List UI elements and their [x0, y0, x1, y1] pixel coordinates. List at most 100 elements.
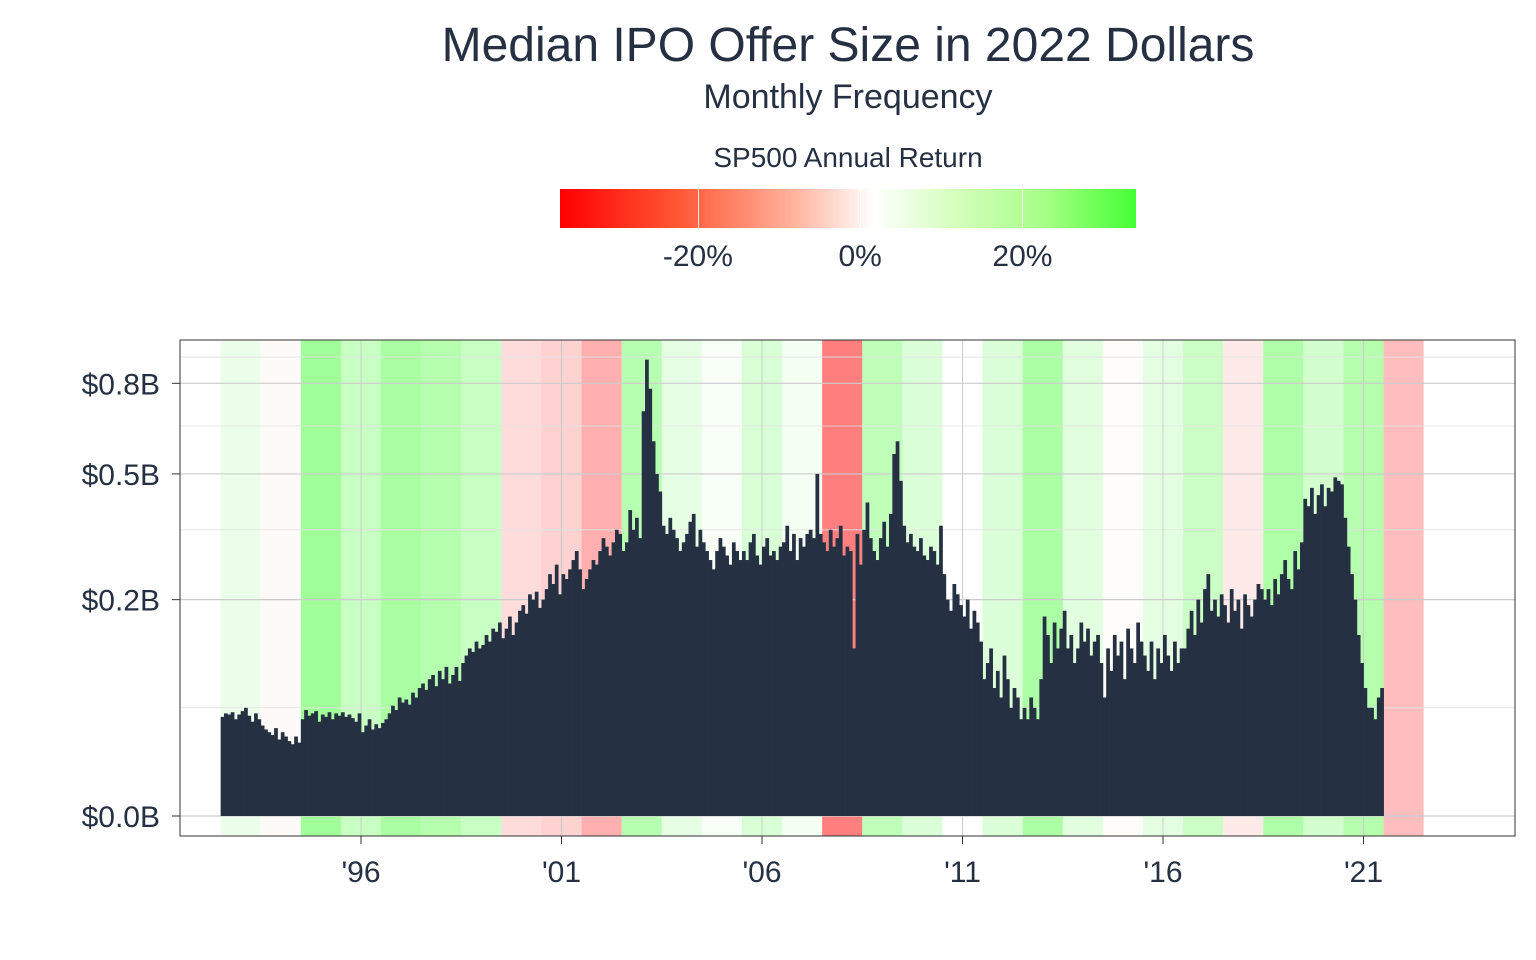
- bar: [614, 529, 619, 816]
- bar: [1042, 616, 1047, 816]
- bar: [708, 560, 713, 816]
- bar: [284, 736, 288, 816]
- bar: [447, 683, 452, 816]
- bar: [1353, 599, 1358, 816]
- bar: [330, 719, 335, 816]
- bar: [1139, 641, 1144, 816]
- bar: [431, 674, 435, 816]
- bar: [237, 714, 242, 816]
- x-tick-label: '06: [742, 856, 781, 889]
- bar: [912, 546, 917, 816]
- bar: [544, 589, 549, 816]
- bar: [1129, 648, 1134, 816]
- bar: [1370, 707, 1374, 816]
- bar: [899, 480, 903, 816]
- bar: [300, 719, 305, 816]
- bar: [942, 574, 947, 816]
- bar: [895, 441, 900, 816]
- bar: [477, 648, 482, 816]
- bar: [564, 579, 569, 816]
- bar: [594, 564, 599, 816]
- bar: [377, 728, 382, 816]
- x-tick-label: '16: [1143, 856, 1182, 889]
- bar: [1306, 506, 1311, 816]
- bar: [558, 594, 562, 816]
- bar: [865, 502, 870, 816]
- bar: [782, 542, 786, 816]
- bar: [825, 551, 830, 816]
- bar: [949, 610, 953, 816]
- bar: [290, 744, 295, 816]
- bar: [421, 683, 425, 816]
- bar: [317, 721, 322, 816]
- bar: [367, 719, 372, 816]
- bar: [828, 529, 833, 816]
- bar: [1089, 655, 1094, 816]
- bar: [274, 728, 278, 816]
- bar: [1276, 594, 1281, 816]
- bar: [1096, 634, 1100, 816]
- bar: [1082, 641, 1087, 816]
- bar: [568, 569, 572, 816]
- bar: [1136, 622, 1141, 816]
- bar: [858, 564, 863, 816]
- bar: [1316, 495, 1321, 816]
- bar: [441, 679, 445, 816]
- bar: [350, 718, 355, 816]
- bar: [234, 719, 238, 816]
- bar: [1363, 688, 1368, 816]
- bar: [745, 560, 750, 816]
- bar: [785, 525, 790, 816]
- bar: [651, 441, 656, 816]
- bar: [487, 641, 492, 816]
- return-band-2022: [1383, 340, 1424, 836]
- bar: [1159, 663, 1164, 816]
- bar: [551, 584, 556, 816]
- bar: [1249, 616, 1254, 816]
- bar: [705, 551, 709, 816]
- bar: [715, 551, 719, 816]
- bar: [1350, 574, 1354, 816]
- bar: [885, 546, 890, 816]
- bar: [414, 697, 419, 816]
- bar: [327, 712, 332, 816]
- bar: [1273, 579, 1278, 816]
- bar: [538, 607, 542, 816]
- bar: [728, 564, 733, 816]
- bar: [337, 715, 342, 816]
- bar: [407, 704, 412, 816]
- bar: [1166, 655, 1171, 816]
- bar: [1092, 641, 1097, 816]
- bar: [254, 713, 258, 816]
- bar: [307, 715, 312, 816]
- bar: [257, 719, 262, 816]
- bar: [878, 538, 883, 816]
- bar: [1146, 670, 1151, 816]
- bar: [1142, 655, 1147, 816]
- bar: [1193, 634, 1197, 816]
- bar: [1002, 655, 1007, 816]
- bar: [1289, 589, 1294, 816]
- legend-tick-mark: [697, 189, 699, 228]
- bar: [554, 564, 559, 816]
- bar: [999, 697, 1003, 816]
- bar: [1223, 605, 1227, 816]
- bar: [1296, 569, 1301, 816]
- bar: [223, 713, 228, 816]
- bar: [417, 688, 422, 816]
- bar: [397, 697, 402, 816]
- bar: [741, 551, 746, 816]
- bar: [985, 663, 990, 816]
- bar: [698, 529, 703, 816]
- bar: [424, 689, 429, 816]
- y-tick-label: $0.5B: [82, 459, 160, 492]
- bar: [401, 702, 405, 816]
- bar: [805, 533, 810, 816]
- bar: [230, 712, 235, 816]
- bar: [357, 713, 362, 816]
- bar: [1126, 628, 1130, 816]
- legend-tick-label: -20%: [662, 240, 733, 273]
- bar: [838, 525, 843, 816]
- bar: [1086, 628, 1090, 816]
- bar: [528, 594, 532, 816]
